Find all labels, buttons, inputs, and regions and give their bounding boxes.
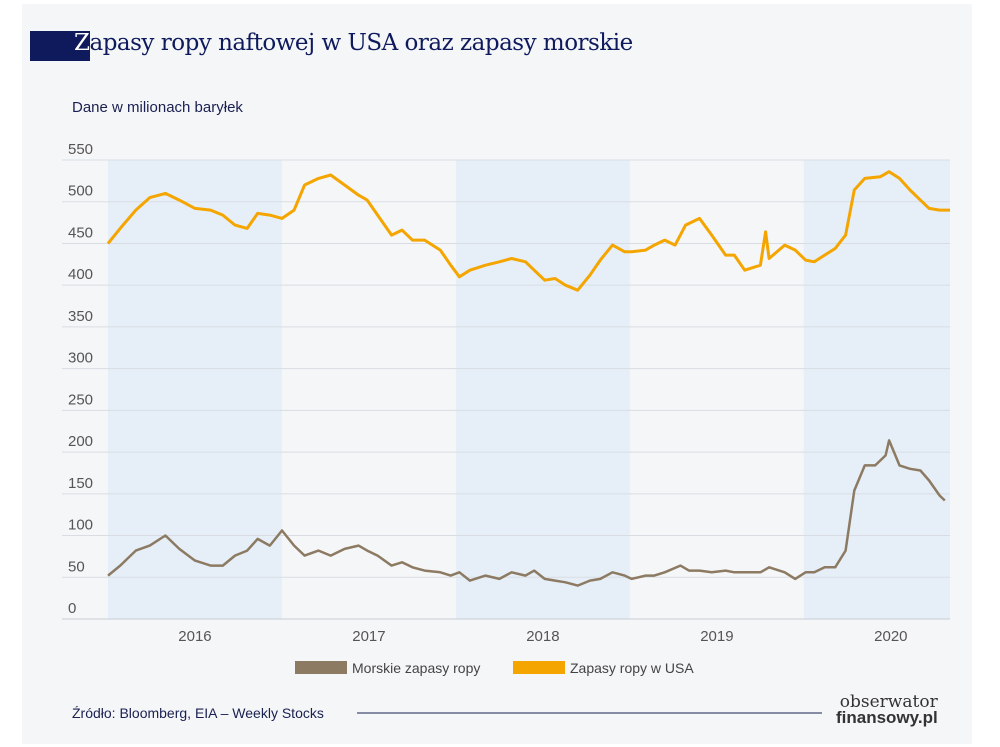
source-note: Źródło: Bloomberg, EIA – Weekly Stocks xyxy=(72,705,324,721)
y-tick-label: 550 xyxy=(68,141,93,158)
legend-swatch xyxy=(513,661,565,674)
y-tick-label: 400 xyxy=(68,266,93,283)
publisher-logo: obserwator finansowy.pl xyxy=(836,692,938,727)
legend-label: Zapasy ropy w USA xyxy=(570,660,694,676)
y-tick-label: 500 xyxy=(68,183,93,200)
y-tick-label: 250 xyxy=(68,391,93,408)
title-first-letter: Z xyxy=(74,30,90,56)
y-tick-label: 150 xyxy=(68,475,93,492)
y-tick-label: 450 xyxy=(68,224,93,241)
x-tick-label: 2016 xyxy=(178,628,211,645)
series-line-floating-storage xyxy=(107,439,946,587)
chart-subtitle: Dane w milionach baryłek xyxy=(72,99,243,116)
y-tick-label: 0 xyxy=(68,600,76,617)
legend-label: Morskie zapasy ropy xyxy=(352,660,480,676)
year-band-2018 xyxy=(455,160,630,619)
title-accent-bar xyxy=(30,31,90,61)
x-tick-label: 2018 xyxy=(526,628,559,645)
legend-swatch xyxy=(295,661,347,674)
title-rest: apasy ropy naftowej w USA oraz zapasy mo… xyxy=(89,30,633,56)
y-tick-label: 50 xyxy=(68,558,85,575)
x-tick-label: 2019 xyxy=(700,628,733,645)
year-band-2016 xyxy=(108,160,282,619)
series-line-usa-stocks xyxy=(106,170,950,292)
y-tick-label: 200 xyxy=(68,433,93,450)
y-tick-label: 300 xyxy=(68,350,93,367)
x-tick-label: 2020 xyxy=(874,628,907,645)
chart-title: Zapasy ropy naftowej w USA oraz zapasy m… xyxy=(74,30,633,56)
y-tick-label: 350 xyxy=(68,308,93,325)
year-band-2020 xyxy=(803,160,950,619)
y-tick-label: 100 xyxy=(68,517,93,534)
x-tick-label: 2017 xyxy=(352,628,385,645)
